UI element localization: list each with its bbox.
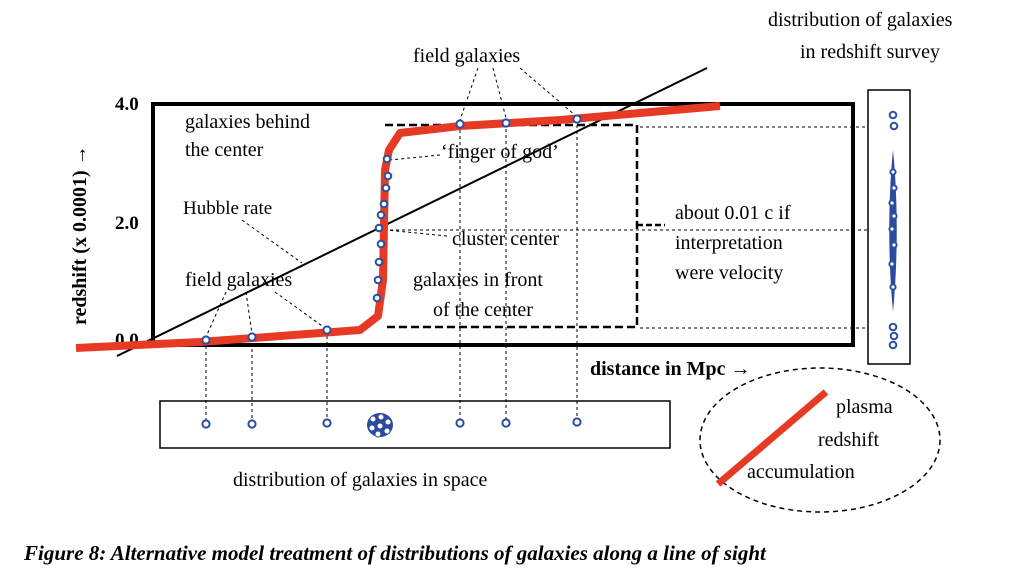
- label-plasma-2: redshift: [818, 429, 880, 451]
- survey-box: [867, 89, 911, 365]
- plasma-ellipse: [699, 367, 941, 513]
- label-field-galaxies-top: field galaxies: [413, 45, 520, 67]
- galaxy-dots-curve: [201, 114, 582, 345]
- label-field-galaxies-left: field galaxies: [185, 269, 292, 291]
- label-plasma-1: plasma: [836, 396, 893, 418]
- label-velocity-1: about 0.01 c if: [675, 202, 791, 224]
- y-tick-4: 4.0: [115, 94, 139, 115]
- label-plasma-3: accumulation: [747, 461, 855, 483]
- label-cluster-center: cluster center: [452, 228, 559, 250]
- leader-lines: [205, 67, 577, 338]
- space-strip: [159, 400, 671, 449]
- y-tick-2: 2.0: [115, 213, 139, 234]
- y-axis-label: redshift (x 0.0001) →: [69, 145, 91, 325]
- space-cluster: [367, 413, 393, 438]
- label-space-distribution: distribution of galaxies in space: [233, 469, 488, 491]
- plasma-line: [715, 389, 829, 487]
- label-behind-2: the center: [185, 139, 264, 161]
- label-hubble-rate: Hubble rate: [183, 198, 272, 219]
- plot-frame: [151, 102, 855, 347]
- label-velocity-3: were velocity: [675, 262, 783, 284]
- projection-lines: [205, 119, 578, 424]
- label-behind-1: galaxies behind: [185, 111, 310, 133]
- survey-title-line2: in redshift survey: [800, 41, 940, 63]
- x-axis-label: distance in Mpc →: [590, 358, 751, 380]
- space-dots: [201, 417, 582, 429]
- redshift-curve: [75, 102, 721, 352]
- survey-title-line1: distribution of galaxies: [768, 9, 953, 31]
- label-front-1: galaxies in front: [413, 269, 543, 291]
- label-velocity-2: interpretation: [675, 232, 783, 254]
- survey-dots: [888, 110, 899, 350]
- label-finger-of-god: ‘finger of god’: [441, 141, 559, 163]
- label-front-2: of the center: [433, 299, 533, 321]
- figure-caption: Figure 8: Alternative model treatment of…: [23, 541, 767, 565]
